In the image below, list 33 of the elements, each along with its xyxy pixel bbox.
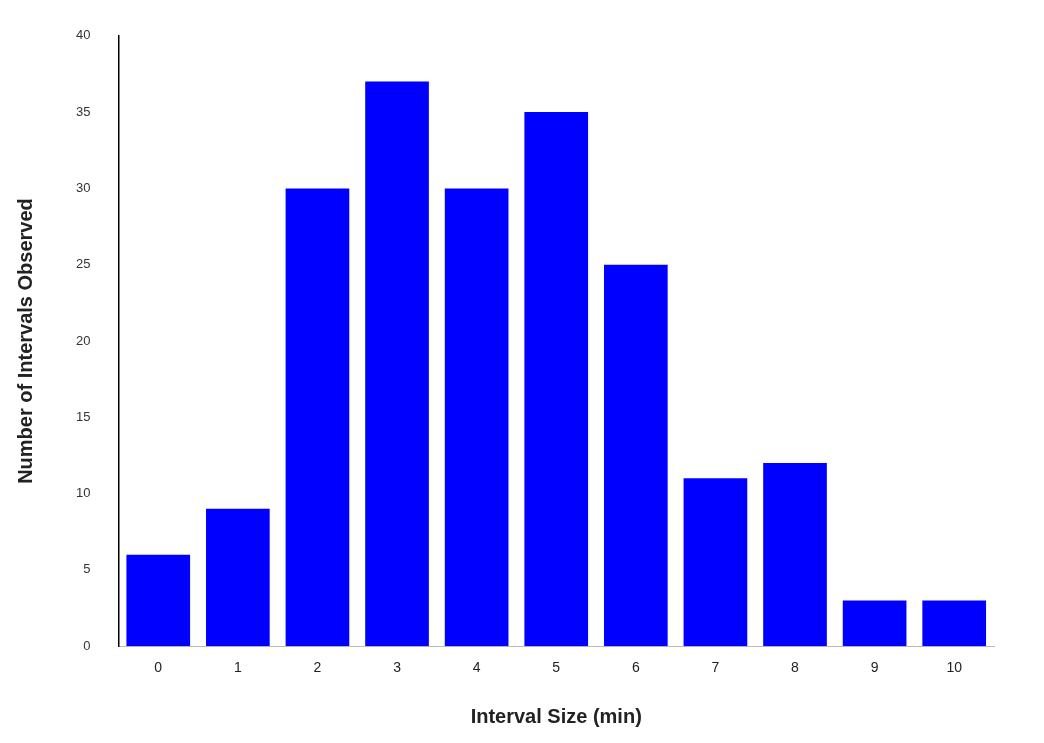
x-tick-label: 5 [552,659,561,676]
x-tick-label: 6 [631,659,640,676]
x-tick-label: 4 [472,659,481,676]
y-tick-label: 15 [75,408,91,424]
bar [206,508,270,647]
y-tick-label: 30 [75,179,91,195]
x-tick-label: 3 [393,659,402,676]
bar [285,188,350,647]
bar [524,112,589,647]
x-tick-label: 7 [711,659,720,676]
x-axis-title: Interval Size (min) [470,704,642,727]
x-tick-label: 1 [233,659,242,676]
y-tick-label: 35 [75,103,91,119]
bar [922,600,987,647]
y-tick-label: 20 [75,332,91,348]
bar [763,463,827,647]
x-tick-label: 0 [154,659,163,676]
y-tick-label: 25 [75,256,91,272]
y-tick-label: 10 [75,485,91,501]
bar [603,264,668,647]
y-tick-label: 40 [75,27,91,43]
bar [683,478,748,647]
y-axis-title: Number of Intervals Observed [13,198,36,484]
bar [842,600,907,647]
bar [365,81,429,647]
y-tick-label: 5 [83,561,91,577]
bar [126,554,191,647]
bar [444,188,509,647]
y-tick-label: 0 [83,637,91,653]
x-tick-label: 10 [946,659,963,676]
x-tick-label: 8 [791,659,800,676]
x-tick-label: 2 [313,659,322,676]
x-tick-label: 9 [870,659,879,676]
